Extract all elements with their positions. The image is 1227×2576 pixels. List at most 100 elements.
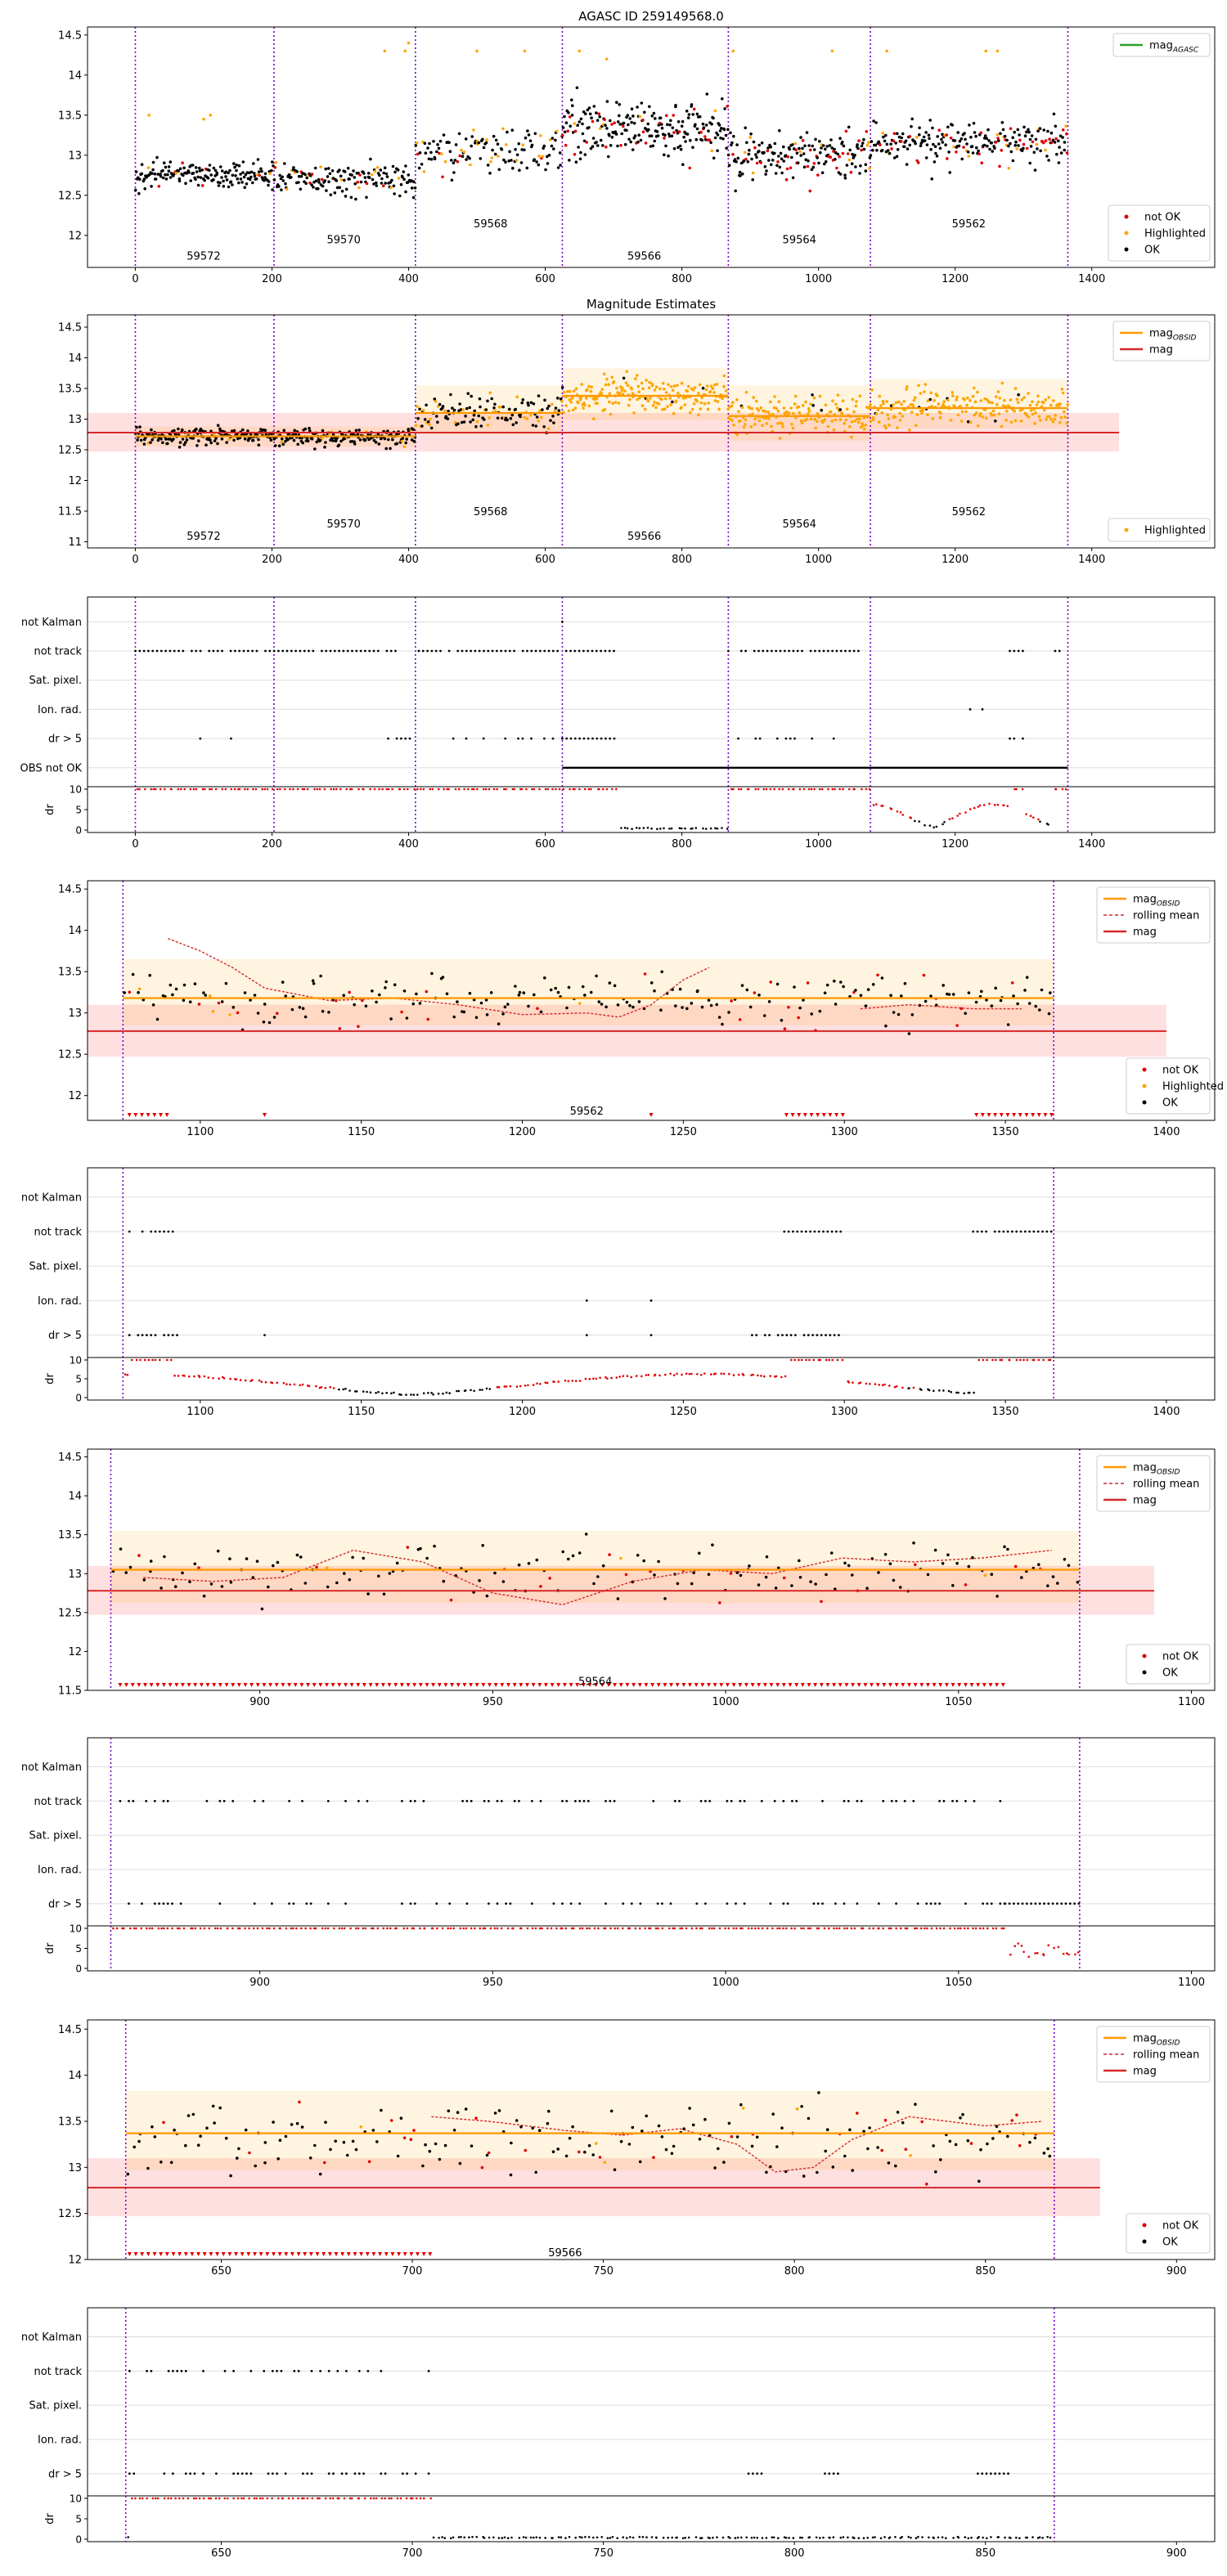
lower-limit-marker: [637, 1683, 642, 1687]
dr-point: [193, 1375, 196, 1378]
data-point: [472, 998, 476, 1002]
dr-point: [144, 788, 146, 791]
data-point: [735, 160, 738, 164]
dr-point: [505, 1385, 508, 1388]
data-point: [1038, 419, 1042, 422]
dr-point: [187, 2497, 190, 2500]
dr-point: [631, 828, 633, 830]
flag-point: [504, 649, 507, 653]
flag-point: [1043, 1902, 1045, 1905]
dr-point: [343, 2497, 346, 2500]
data-point: [971, 394, 975, 398]
dr-point: [739, 788, 743, 791]
dr-point: [635, 1375, 638, 1377]
dr-point: [1036, 2537, 1040, 2539]
data-point: [1044, 139, 1048, 142]
dr-point: [1039, 820, 1041, 824]
data-point: [814, 1582, 817, 1586]
data-point: [998, 164, 1001, 168]
data-point: [755, 399, 758, 403]
data-point: [436, 143, 439, 146]
dr-point: [882, 1927, 884, 1930]
x-tick-label: 200: [262, 554, 282, 566]
data-point: [211, 2104, 215, 2108]
data-point: [133, 2145, 136, 2149]
dr-y-tick-label: 5: [75, 2514, 82, 2525]
lower-limit-marker: [127, 2252, 132, 2256]
data-point: [802, 152, 806, 155]
dr-point: [1000, 1927, 1003, 1930]
data-point: [733, 158, 737, 161]
data-point: [969, 398, 972, 402]
data-point: [561, 1550, 564, 1554]
dr-point: [588, 1927, 591, 1930]
dr-point: [398, 1393, 401, 1396]
dr-point: [546, 1927, 549, 1930]
data-point: [915, 413, 919, 416]
flag-point: [395, 737, 398, 740]
dr-point: [584, 2536, 587, 2538]
dr-point: [631, 2536, 635, 2539]
data-point: [879, 143, 882, 146]
dr-point: [412, 1393, 416, 1396]
data-point: [251, 438, 255, 442]
data-point: [795, 151, 799, 155]
flag-point: [972, 1230, 975, 1233]
lower-limit-marker: [258, 2252, 263, 2256]
dr-point: [201, 788, 204, 791]
data-point: [990, 141, 993, 145]
flag-point: [933, 1902, 937, 1905]
data-point: [1058, 134, 1063, 138]
flag-point: [573, 649, 577, 653]
data-point: [636, 384, 640, 388]
dr-point: [729, 2537, 731, 2539]
lower-limit-marker: [816, 1113, 820, 1117]
data-point: [462, 1010, 466, 1014]
data-point: [945, 133, 948, 137]
data-point: [353, 1003, 357, 1007]
dr-point: [915, 1927, 918, 1930]
dr-point: [329, 2497, 332, 2500]
dr-point: [752, 1373, 754, 1376]
flag-point: [277, 649, 280, 653]
data-point: [589, 389, 593, 393]
dr-point: [292, 1927, 294, 1930]
data-point: [404, 441, 408, 445]
data-point: [527, 1004, 530, 1008]
data-point: [1027, 392, 1030, 395]
data-point: [853, 420, 857, 423]
data-point: [1009, 127, 1013, 131]
data-point: [542, 144, 546, 148]
lower-limit-marker: [794, 1683, 799, 1687]
data-point: [1035, 142, 1039, 146]
data-point: [510, 159, 513, 162]
data-point: [643, 407, 647, 411]
data-point: [811, 404, 815, 407]
dr-point: [189, 788, 192, 791]
data-point: [740, 406, 744, 410]
data-point: [131, 972, 135, 976]
dr-point: [304, 1927, 307, 1930]
flag-point: [500, 1800, 503, 1802]
dr-point: [808, 1358, 811, 1362]
data-point: [936, 394, 939, 397]
data-point: [354, 2147, 358, 2152]
data-point: [181, 161, 184, 164]
data-point: [440, 152, 443, 156]
flag-point: [180, 2370, 183, 2372]
dr-y-tick-label: 0: [75, 1393, 82, 1404]
dr-point: [771, 2536, 773, 2539]
data-point: [1029, 409, 1033, 412]
lower-limit-marker: [870, 1683, 874, 1687]
dr-point: [1076, 1951, 1080, 1954]
data-point: [393, 192, 397, 195]
data-point: [407, 41, 411, 45]
flag-point: [779, 649, 782, 653]
lower-limit-marker: [183, 2252, 188, 2256]
lower-limit-marker: [268, 1683, 273, 1687]
data-point: [257, 438, 260, 442]
flag-point: [133, 2472, 136, 2475]
dr-point: [978, 804, 982, 807]
data-point: [295, 2121, 299, 2125]
dr-point: [459, 1927, 462, 1930]
